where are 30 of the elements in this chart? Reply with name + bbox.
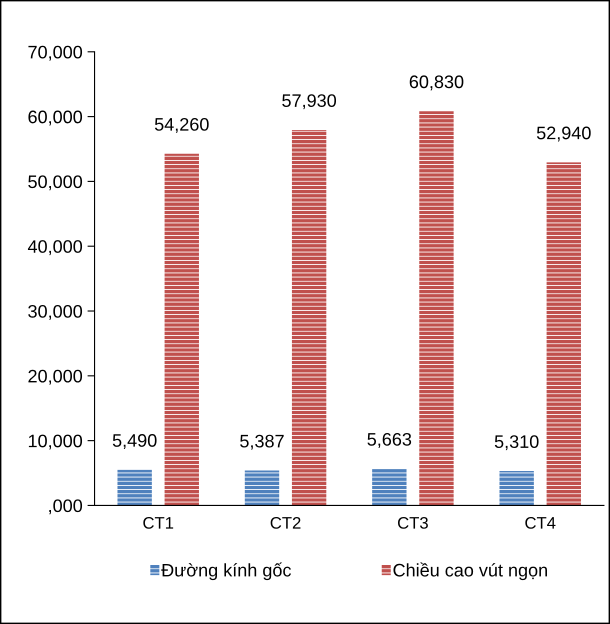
bar <box>244 470 280 506</box>
y-tick-label: 40,000 <box>28 240 82 256</box>
data-label: 57,930 <box>282 94 336 110</box>
x-tick-label: CT2 <box>270 516 300 529</box>
y-tick-label: ,000 <box>49 499 82 514</box>
data-label: 60,830 <box>410 75 464 90</box>
bar <box>372 468 407 506</box>
y-tick-label: 20,000 <box>28 370 82 385</box>
legend-label: Đường kính gốc <box>161 562 291 580</box>
data-label: 5,490 <box>112 434 157 449</box>
x-tick-label: CT1 <box>143 516 174 529</box>
bar <box>292 130 326 506</box>
legend-label: Chiều cao vút ngọn <box>393 562 547 580</box>
data-label: 5,310 <box>494 435 539 450</box>
data-label: 52,940 <box>536 126 591 142</box>
y-tick-label: 70,000 <box>28 46 82 61</box>
y-tick-label: 10,000 <box>28 434 82 450</box>
y-tick-label: 60,000 <box>28 110 82 126</box>
data-label: 5,387 <box>240 434 284 450</box>
bar <box>546 162 581 506</box>
y-tick-label: 30,000 <box>28 304 82 320</box>
bar <box>419 111 454 506</box>
bar <box>499 471 534 506</box>
bar <box>117 470 152 506</box>
data-label: 5,663 <box>367 432 412 448</box>
x-tick-label: CT3 <box>398 516 428 529</box>
data-label: 54,260 <box>154 118 209 133</box>
bar <box>164 154 199 506</box>
x-tick-label: CT4 <box>525 516 556 529</box>
y-tick-label: 50,000 <box>28 175 82 190</box>
